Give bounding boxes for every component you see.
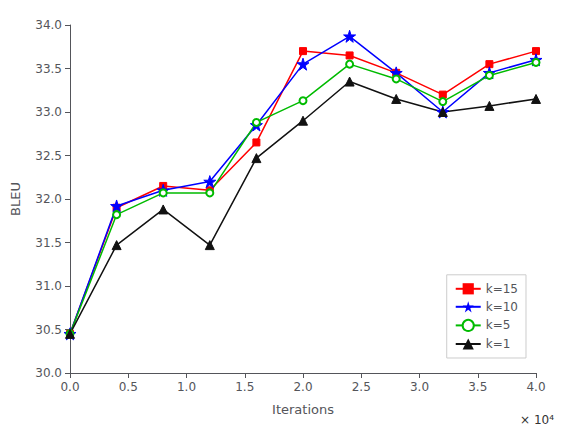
svg-text:k=10: k=10 [486, 300, 518, 314]
svg-text:33.0: 33.0 [35, 105, 62, 119]
svg-text:0.5: 0.5 [119, 380, 138, 394]
svg-text:0.0: 0.0 [60, 380, 79, 394]
svg-text:33.5: 33.5 [35, 62, 62, 76]
svg-text:BLEU: BLEU [8, 182, 23, 216]
svg-text:3.0: 3.0 [410, 380, 429, 394]
svg-text:4.0: 4.0 [526, 380, 545, 394]
svg-text:3.5: 3.5 [468, 380, 487, 394]
svg-text:× 10⁴: × 10⁴ [520, 413, 554, 427]
svg-text:32.5: 32.5 [35, 149, 62, 163]
svg-text:Iterations: Iterations [272, 402, 334, 417]
svg-text:k=15: k=15 [486, 282, 518, 296]
svg-text:30.0: 30.0 [35, 366, 62, 380]
svg-text:2.5: 2.5 [352, 380, 371, 394]
svg-text:31.0: 31.0 [35, 279, 62, 293]
svg-text:1.5: 1.5 [235, 380, 254, 394]
svg-text:32.0: 32.0 [35, 192, 62, 206]
svg-text:31.5: 31.5 [35, 236, 62, 250]
svg-text:30.5: 30.5 [35, 323, 62, 337]
svg-text:1.0: 1.0 [177, 380, 196, 394]
svg-text:2.0: 2.0 [293, 380, 312, 394]
svg-text:k=1: k=1 [486, 337, 511, 351]
svg-text:k=5: k=5 [486, 318, 511, 332]
svg-text:34.0: 34.0 [35, 18, 62, 32]
